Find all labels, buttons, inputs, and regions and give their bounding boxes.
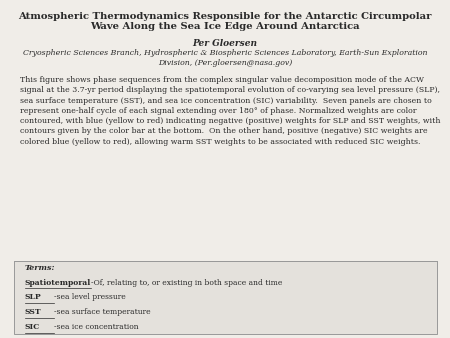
Text: -Of, relating to, or existing in both space and time: -Of, relating to, or existing in both sp… — [91, 279, 283, 287]
Text: Wave Along the Sea Ice Edge Around Antarctica: Wave Along the Sea Ice Edge Around Antar… — [90, 22, 360, 31]
Text: Division, (Per.gloersen@nasa.gov): Division, (Per.gloersen@nasa.gov) — [158, 59, 292, 67]
Text: Cryospheric Sciences Branch, Hydrospheric & Biospheric Sciences Laboratory, Eart: Cryospheric Sciences Branch, Hydrospheri… — [23, 49, 427, 57]
Text: SLP: SLP — [25, 293, 41, 301]
Text: -sea surface temperature: -sea surface temperature — [54, 308, 151, 316]
Text: Terms:: Terms: — [25, 264, 55, 272]
FancyBboxPatch shape — [14, 261, 436, 334]
Text: Spatiotemporal: Spatiotemporal — [25, 279, 91, 287]
Text: Atmospheric Thermodynamics Responsible for the Antarctic Circumpolar: Atmospheric Thermodynamics Responsible f… — [18, 12, 432, 21]
Text: Per Gloersen: Per Gloersen — [193, 39, 257, 48]
Text: -sea ice concentration: -sea ice concentration — [54, 323, 139, 331]
Text: -sea level pressure: -sea level pressure — [54, 293, 126, 301]
Text: SIC: SIC — [25, 323, 40, 331]
Text: This figure shows phase sequences from the complex singular value decomposition : This figure shows phase sequences from t… — [20, 76, 441, 146]
Text: SST: SST — [25, 308, 41, 316]
